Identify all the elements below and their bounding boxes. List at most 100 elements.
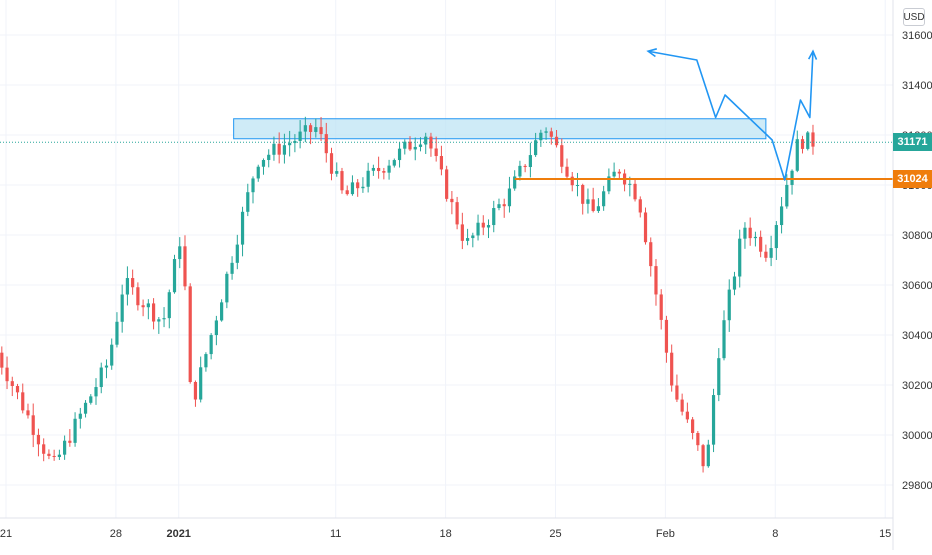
candle-body <box>21 392 25 411</box>
candle-body <box>377 167 381 172</box>
candle-body <box>125 278 130 295</box>
resistance-zone-layer[interactable] <box>233 118 767 140</box>
candle-body <box>110 344 114 366</box>
candle-body <box>811 132 815 147</box>
candle-body <box>748 227 752 239</box>
candle-body <box>230 262 234 274</box>
candle-body <box>445 169 449 199</box>
candle-body <box>63 440 67 455</box>
time-tick-label: 18 <box>439 528 451 540</box>
candle-body <box>31 415 35 435</box>
candle-body <box>706 444 710 467</box>
candle-body <box>193 381 198 400</box>
candle-body <box>350 182 355 195</box>
candle-body <box>654 266 658 295</box>
candle-body <box>220 302 224 321</box>
candle-body <box>424 136 428 145</box>
candle-body <box>277 143 281 155</box>
candle-body <box>612 171 616 177</box>
candle-body <box>602 191 606 207</box>
candle-body <box>502 204 506 207</box>
candle-body <box>36 434 41 445</box>
candle-body <box>282 145 287 155</box>
candle-body <box>575 185 580 187</box>
candle-body <box>465 238 470 241</box>
candle-body <box>528 155 532 168</box>
candle-body <box>115 321 119 345</box>
candle-body <box>439 156 444 170</box>
candle-body <box>617 171 621 174</box>
candle-body <box>251 178 255 193</box>
candle-body <box>413 146 417 150</box>
candle-body <box>727 289 731 321</box>
candle-body <box>371 167 375 171</box>
candle-body <box>83 402 88 414</box>
candle-body <box>513 176 517 189</box>
candle-body <box>99 367 103 388</box>
candle-body <box>518 165 522 177</box>
candle-body <box>261 160 266 167</box>
resistance-zone[interactable] <box>233 118 767 140</box>
projection-arrows[interactable] <box>646 48 818 181</box>
candle-body <box>131 278 135 288</box>
candle-body <box>769 248 773 258</box>
price-axis[interactable]: 3160031400312003100030800306003040030200… <box>902 30 932 492</box>
candle-body <box>141 305 145 308</box>
candle-body <box>481 222 485 228</box>
price-tick-label: 30600 <box>902 280 932 292</box>
candle-body <box>560 145 564 167</box>
candle-body <box>298 131 302 141</box>
candle-body <box>691 419 695 433</box>
support-line-layer[interactable] <box>0 141 893 180</box>
price-tick-label: 29800 <box>902 480 932 492</box>
candle-body <box>701 445 705 467</box>
candle-body <box>492 208 496 226</box>
candle-body <box>382 171 386 173</box>
candle-body <box>209 335 213 355</box>
candle-body <box>256 166 260 179</box>
candle-body <box>199 367 203 400</box>
candle-body <box>324 134 328 154</box>
candle-body <box>26 410 30 416</box>
candle-body <box>246 192 250 212</box>
candle-body <box>743 227 747 239</box>
candle-body <box>539 132 543 141</box>
time-axis[interactable]: 21 28 2021 11 18 25 Feb 8 15 <box>0 528 891 540</box>
candle-body <box>711 395 716 445</box>
current-price-label: 31171 <box>893 133 932 152</box>
time-tick-label: 2021 <box>166 528 190 540</box>
candle-body <box>314 127 318 132</box>
candle-body <box>418 144 423 147</box>
candle-body <box>225 273 229 303</box>
candle-body <box>450 198 454 203</box>
arrow-head <box>807 49 818 60</box>
candle-body <box>319 127 323 135</box>
candle-body <box>272 143 276 155</box>
candle-body <box>774 225 778 249</box>
candle-body <box>188 286 192 382</box>
candle-body <box>581 185 585 204</box>
candle-body <box>157 319 161 322</box>
candle-body <box>267 154 271 161</box>
candle-body <box>167 292 171 319</box>
candle-body <box>596 206 601 211</box>
candle-body <box>361 186 365 189</box>
candle-body <box>544 131 548 133</box>
projection-path[interactable] <box>647 50 814 181</box>
candle-body <box>638 199 642 213</box>
candle-body <box>680 399 684 412</box>
candle-body <box>178 246 182 260</box>
price-tick-label: 30000 <box>902 430 932 442</box>
candle-body <box>68 440 72 443</box>
candle-body <box>717 358 721 396</box>
candle-body <box>643 212 648 243</box>
price-tick-label: 30400 <box>902 330 932 342</box>
currency-button[interactable]: USD <box>903 8 925 26</box>
time-tick-label: 8 <box>772 528 778 540</box>
candle-body <box>534 140 538 156</box>
candle-body <box>586 199 590 204</box>
candle-body <box>136 287 140 306</box>
candle-body <box>732 276 737 290</box>
candle-body <box>392 160 396 166</box>
